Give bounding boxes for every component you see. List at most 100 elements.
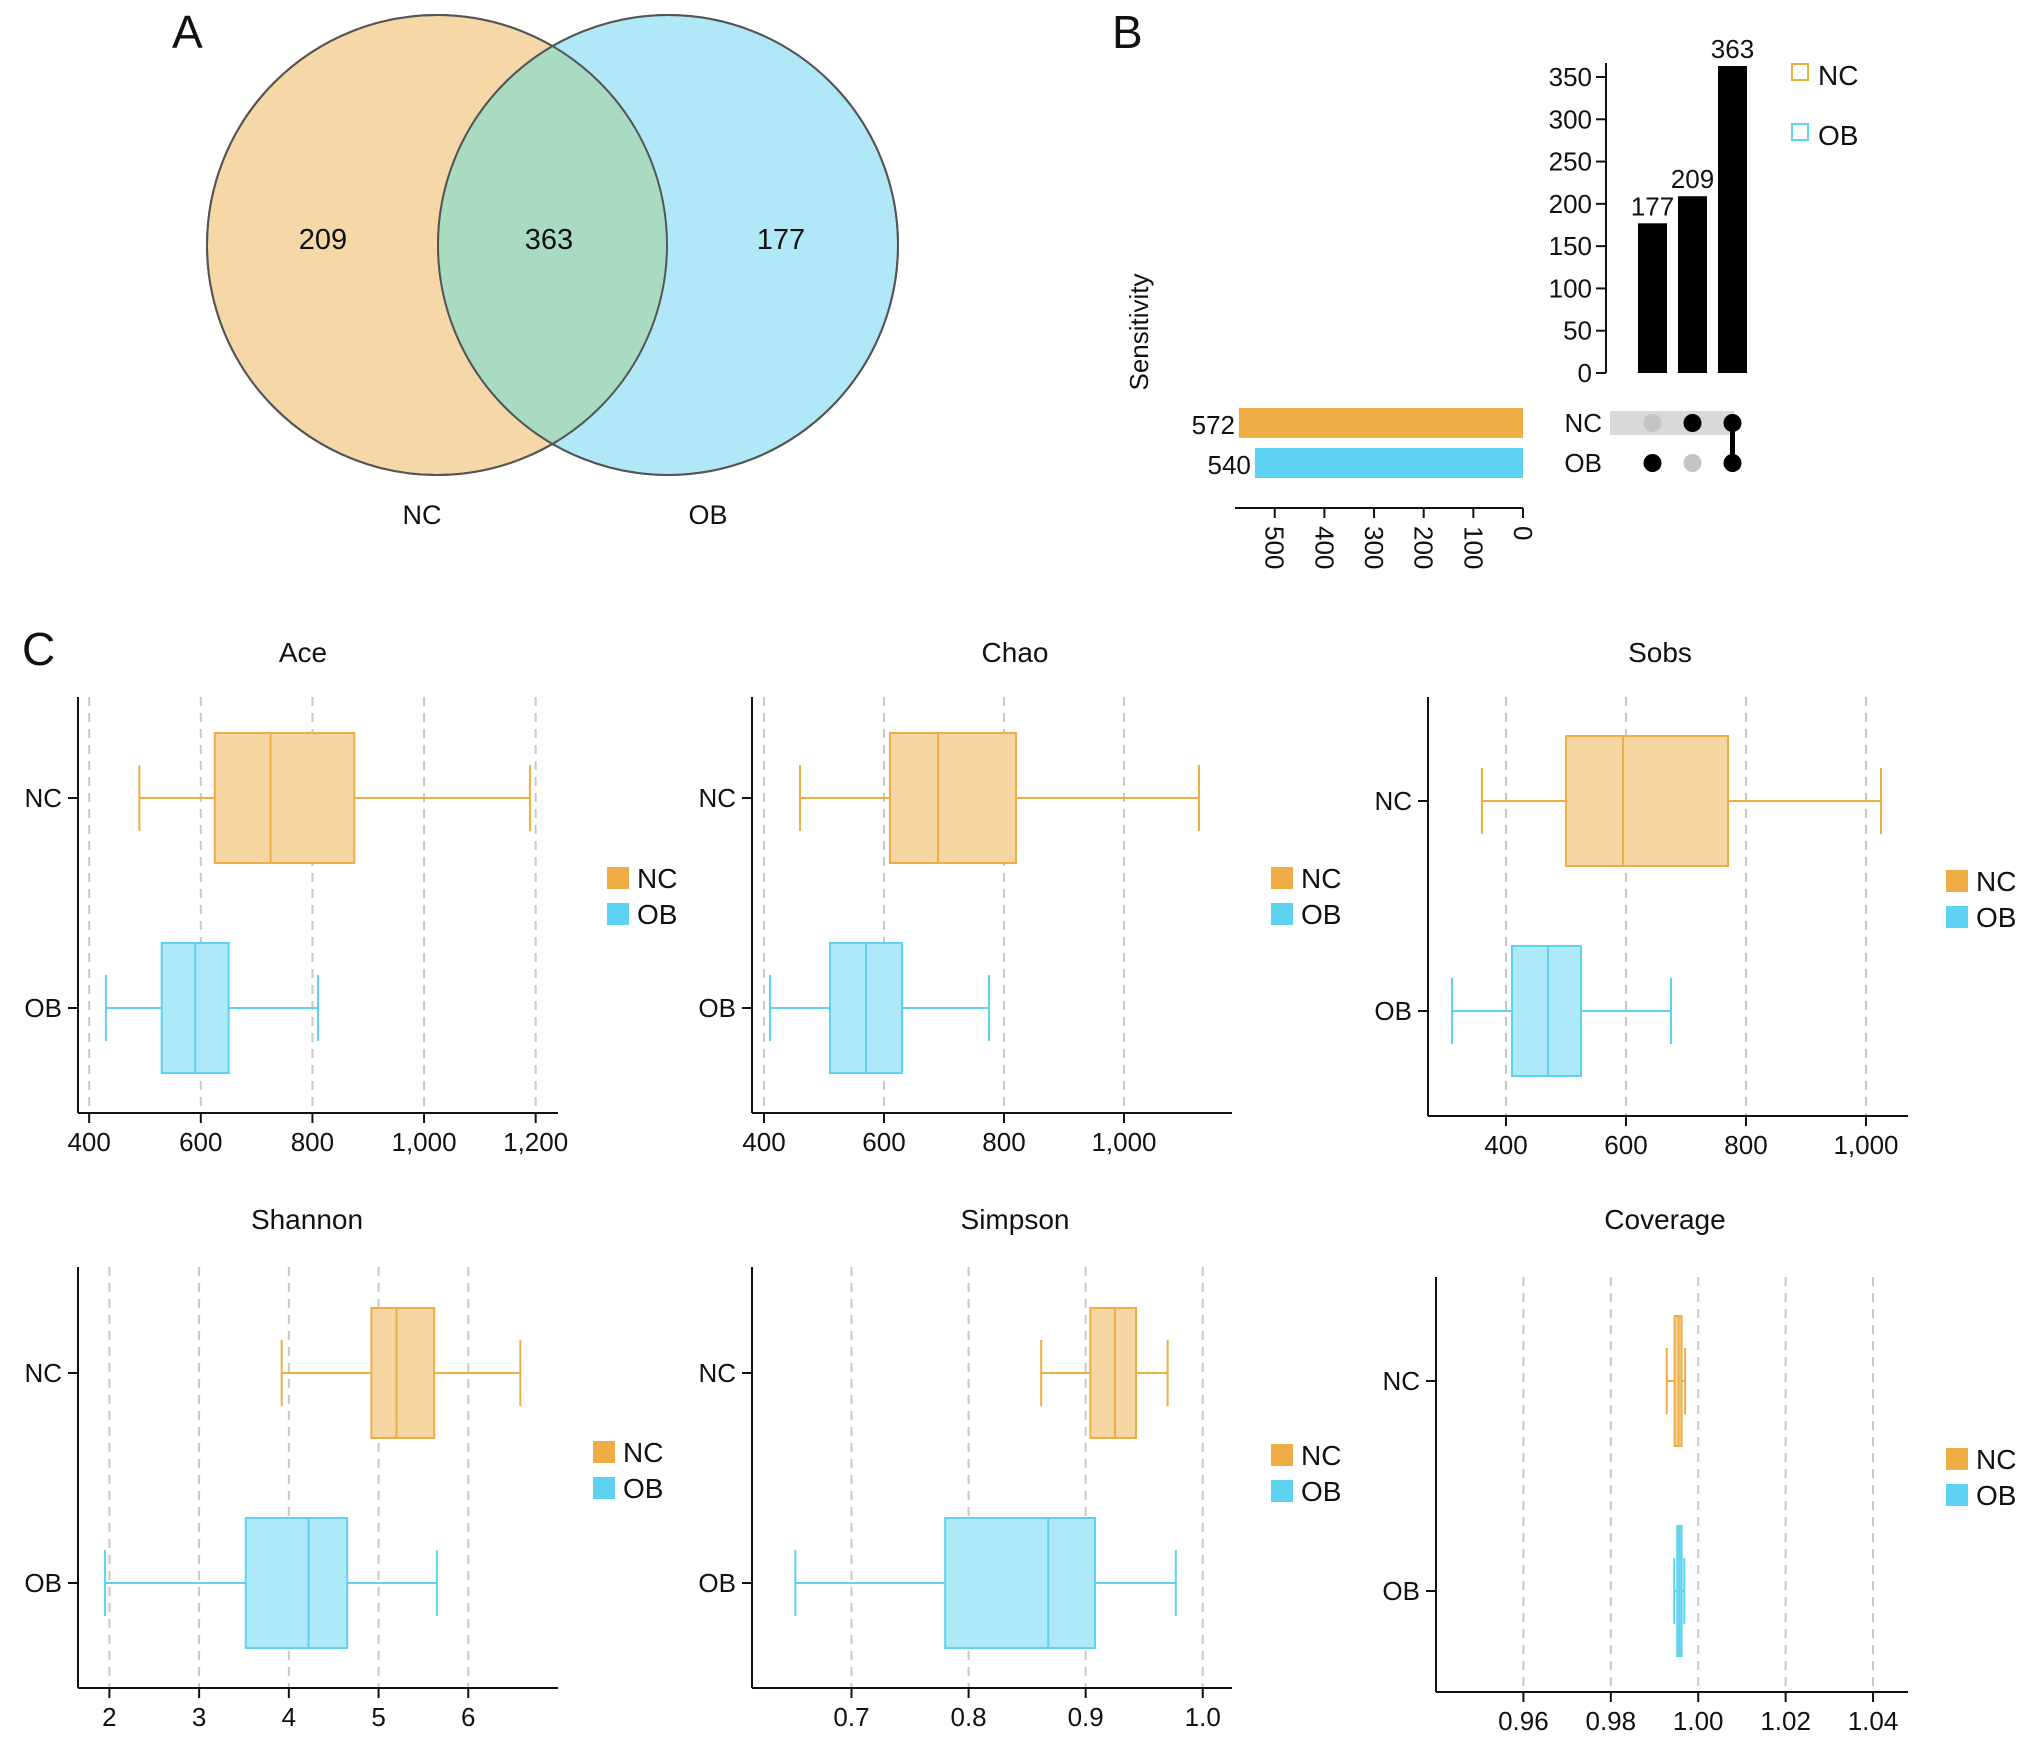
legend-swatch-ob bbox=[1946, 906, 1968, 928]
y-tick-label: OB bbox=[698, 993, 736, 1023]
venn-count-nc-only: 209 bbox=[299, 224, 347, 256]
y-tick-label: NC bbox=[698, 783, 736, 813]
legend-swatch-nc bbox=[607, 867, 629, 889]
y-tick-label: NC bbox=[24, 783, 62, 813]
box-iqr bbox=[213, 732, 356, 864]
x-tick-label: 1.02 bbox=[1760, 1706, 1811, 1736]
upset-set-bar-ob bbox=[1254, 448, 1523, 478]
box-iqr bbox=[1565, 735, 1729, 867]
x-tick-label: 800 bbox=[982, 1127, 1025, 1157]
box-group-nc: NC bbox=[1382, 1315, 1687, 1447]
box-group-ob: OB bbox=[1374, 945, 1672, 1077]
upset-y-tick-label: 50 bbox=[1563, 316, 1592, 346]
boxplot-grid: Ace 400 600 800 1,000 1,200 NC OB NC OB Chao 400 600… bbox=[24, 637, 2016, 1736]
box-iqr bbox=[244, 1517, 349, 1649]
boxplot-ace: Ace 400 600 800 1,000 1,200 NC OB NC OB bbox=[24, 637, 677, 1157]
y-tick-label: OB bbox=[1374, 996, 1412, 1026]
y-tick-label: NC bbox=[24, 1358, 62, 1388]
x-tick-label: 0.98 bbox=[1586, 1706, 1637, 1736]
upset-row-label-nc: NC bbox=[1564, 408, 1602, 438]
x-tick-label: 1,000 bbox=[1091, 1127, 1156, 1157]
y-tick-label: OB bbox=[698, 1568, 736, 1598]
upset-y-tick-label: 150 bbox=[1549, 231, 1592, 261]
legend-label: NC bbox=[1976, 1444, 2016, 1475]
upset-row-shade bbox=[1610, 411, 1734, 435]
y-tick-label: NC bbox=[1382, 1366, 1420, 1396]
upset-y-tick-label: 300 bbox=[1549, 104, 1592, 134]
upset-dot bbox=[1683, 454, 1702, 472]
panel-label-c: C bbox=[22, 623, 55, 675]
legend-label: NC bbox=[1301, 863, 1341, 894]
box-group-nc: NC bbox=[698, 732, 1200, 864]
x-tick-label: 1,000 bbox=[392, 1127, 457, 1157]
venn-count-both: 363 bbox=[525, 224, 573, 256]
legend-swatch-nc bbox=[1946, 870, 1968, 892]
boxplot-title: Chao bbox=[982, 637, 1049, 668]
panel-label-b: B bbox=[1112, 6, 1143, 58]
upset-y-tick-label: 250 bbox=[1549, 147, 1592, 177]
legend-swatch-ob bbox=[1946, 1484, 1968, 1506]
box-iqr bbox=[1511, 945, 1582, 1077]
x-tick-label: 600 bbox=[1604, 1130, 1647, 1160]
boxplot-sobs: Sobs 400 600 800 1,000 NC OB NC OB bbox=[1374, 637, 2016, 1160]
upset-y-tick-label: 0 bbox=[1578, 358, 1592, 388]
upset-set-tick-label: 300 bbox=[1359, 526, 1389, 569]
venn-label-nc: NC bbox=[403, 500, 442, 530]
box-iqr bbox=[944, 1517, 1097, 1649]
x-tick-label: 0.9 bbox=[1068, 1702, 1104, 1732]
upset-row-label-ob: OB bbox=[1564, 448, 1602, 478]
legend-swatch-ob bbox=[607, 903, 629, 925]
upset-legend-swatch-nc bbox=[1791, 63, 1809, 81]
legend-label: NC bbox=[1976, 866, 2016, 897]
x-tick-label: 0.8 bbox=[951, 1702, 987, 1732]
upset-legend-label: OB bbox=[1818, 120, 1858, 151]
upset-set-tick-label: 0 bbox=[1508, 526, 1538, 540]
legend-label: OB bbox=[1976, 1480, 2016, 1511]
legend-label: OB bbox=[1301, 899, 1341, 930]
legend-swatch-nc bbox=[1271, 1444, 1293, 1466]
upset-set-bar-nc bbox=[1239, 408, 1523, 438]
legend-swatch-nc bbox=[1946, 1448, 1968, 1470]
upset-y-tick-label: 100 bbox=[1549, 273, 1592, 303]
venn-diagram: 209 363 177 NC OB bbox=[206, 14, 899, 530]
y-tick-label: NC bbox=[698, 1358, 736, 1388]
x-tick-label: 3 bbox=[192, 1702, 206, 1732]
x-tick-label: 1,000 bbox=[1833, 1130, 1898, 1160]
legend-label: OB bbox=[623, 1473, 663, 1504]
boxplot-title: Sobs bbox=[1628, 637, 1692, 668]
box-group-ob: OB bbox=[24, 1517, 438, 1649]
y-tick-label: OB bbox=[1382, 1576, 1420, 1606]
legend-label: OB bbox=[1301, 1476, 1341, 1507]
boxplot-simpson: Simpson 0.7 0.8 0.9 1.0 NC OB NC OB bbox=[698, 1204, 1341, 1732]
boxplot-shannon: Shannon 2 3 4 5 6 NC OB NC OB bbox=[24, 1204, 663, 1732]
upset-legend-label: NC bbox=[1818, 60, 1858, 91]
x-tick-label: 1,200 bbox=[503, 1127, 568, 1157]
y-tick-label: OB bbox=[24, 993, 62, 1023]
upset-set-size-label: 572 bbox=[1192, 410, 1235, 440]
x-tick-label: 0.7 bbox=[833, 1702, 869, 1732]
legend-swatch-ob bbox=[593, 1477, 615, 1499]
upset-set-tick-label: 400 bbox=[1309, 526, 1339, 569]
upset-bar-209 bbox=[1678, 196, 1707, 373]
upset-dot bbox=[1643, 454, 1662, 472]
legend-label: OB bbox=[637, 899, 677, 930]
legend-swatch-nc bbox=[1271, 867, 1293, 889]
box-group-nc: NC bbox=[24, 732, 532, 864]
upset-y-tick-label: 200 bbox=[1549, 189, 1592, 219]
box-group-ob: OB bbox=[698, 1517, 1177, 1649]
boxplot-chao: Chao 400 600 800 1,000 NC OB NC OB bbox=[698, 637, 1341, 1157]
legend-swatch-ob bbox=[1271, 903, 1293, 925]
x-tick-label: 2 bbox=[102, 1702, 116, 1732]
upset-legend-swatch-ob bbox=[1791, 123, 1809, 141]
boxplot-title: Simpson bbox=[961, 1204, 1070, 1235]
x-tick-label: 0.96 bbox=[1498, 1706, 1549, 1736]
x-tick-label: 600 bbox=[179, 1127, 222, 1157]
upset-bar-label: 363 bbox=[1711, 34, 1754, 64]
x-tick-label: 800 bbox=[1724, 1130, 1767, 1160]
box-group-ob: OB bbox=[698, 942, 990, 1074]
upset-y-label: Sensitivity bbox=[1124, 273, 1154, 390]
panel-label-a: A bbox=[172, 6, 203, 58]
x-tick-label: 5 bbox=[371, 1702, 385, 1732]
box-group-nc: NC bbox=[1374, 735, 1882, 867]
